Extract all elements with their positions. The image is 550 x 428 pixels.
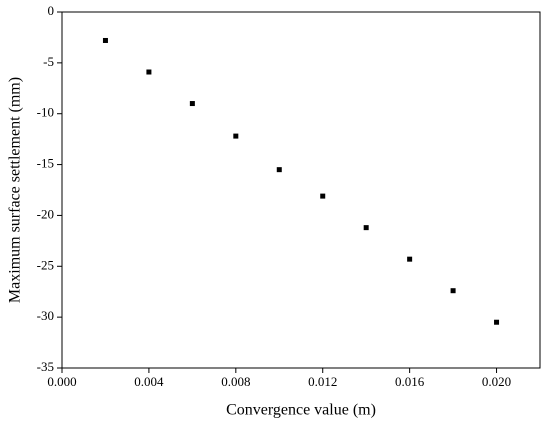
x-tick-label: 0.016 [395, 374, 425, 389]
point [146, 69, 152, 75]
plot-frame [61, 11, 541, 369]
y-axis-label: Maximum surface settlement (mm) [7, 77, 24, 303]
point [189, 101, 195, 107]
point [494, 319, 500, 325]
x-axis-label: Convergence value (m) [226, 402, 376, 419]
x-tick-label: 0.000 [47, 374, 76, 389]
y-tick-label: -15 [37, 156, 54, 171]
point [233, 133, 239, 139]
point [320, 193, 326, 199]
point [450, 288, 456, 294]
y-tick-label: -30 [37, 308, 54, 323]
x-tick-label: 0.020 [482, 374, 511, 389]
x-tick-label: 0.004 [134, 374, 164, 389]
y-tick-label: -10 [37, 105, 54, 120]
x-tick-label: 0.008 [221, 374, 250, 389]
point [407, 256, 413, 262]
y-tick-label: -25 [37, 257, 54, 272]
y-tick-label: -20 [37, 206, 54, 221]
point [102, 37, 108, 43]
x-tick-label: 0.012 [308, 374, 337, 389]
y-tick-label: -5 [43, 54, 54, 69]
y-tick-label: 0 [48, 3, 55, 18]
point [363, 225, 369, 231]
y-tick-label: -35 [37, 359, 54, 374]
point [276, 167, 282, 173]
